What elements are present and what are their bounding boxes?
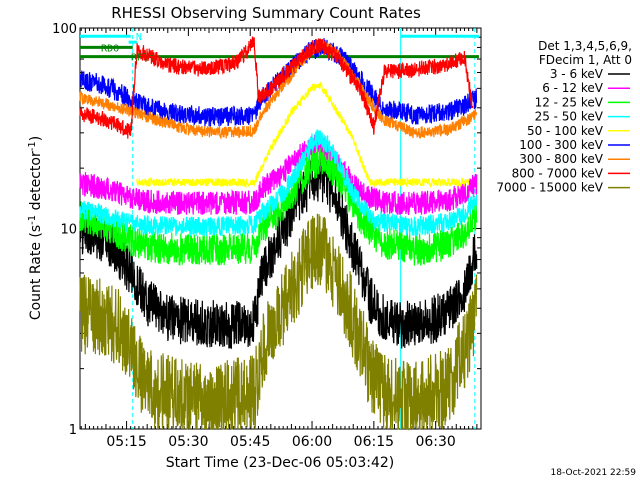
series-6-12-keV <box>79 134 478 216</box>
x-tick-label: 05:15 <box>106 434 146 450</box>
annotation-rflt: RFlt <box>131 53 155 64</box>
series-3-6-keV <box>79 156 478 349</box>
x-tick-label: 05:45 <box>230 434 270 450</box>
legend-label: 12 - 25 keV <box>535 95 604 109</box>
x-tick-label: 05:30 <box>168 434 208 450</box>
series-50-100-keV <box>136 81 470 189</box>
chart-title: RHESSI Observing Summary Count Rates <box>111 4 421 22</box>
y-axis-label-mid: detector <box>28 151 44 215</box>
y-axis-label-sup1: -1 <box>27 215 38 225</box>
y-axis-label-main: Count Rate (s <box>28 225 44 320</box>
legend-label: 300 - 800 keV <box>519 152 603 166</box>
annotations: RDO N RFlt <box>101 32 155 63</box>
y-tick-label: 1 <box>69 423 77 438</box>
y-axis-label-sup2: -1 <box>27 141 38 151</box>
x-tick-label: 06:00 <box>292 434 332 450</box>
legend-label: 100 - 300 keV <box>519 138 603 152</box>
legend-header-line2: FDecim 1, Att 0 <box>539 53 632 67</box>
x-axis-label: Start Time (23-Dec-06 05:03:42) <box>166 455 394 471</box>
y-axis-label: Count Rate (s-1 detector-1) <box>27 136 44 320</box>
legend-label: 7000 - 15000 keV <box>496 181 603 195</box>
y-axis-label-end: ) <box>28 136 44 141</box>
axes-ticks <box>80 28 482 430</box>
generated-timestamp: 18-Oct-2021 22:59 <box>551 468 637 478</box>
legend-label: 6 - 12 keV <box>542 81 604 95</box>
series-300-800-keV <box>79 39 478 140</box>
legend-label: 50 - 100 keV <box>527 124 604 138</box>
x-tick-labels: 05:15 05:30 05:45 06:00 06:15 06:30 <box>106 434 455 450</box>
series-7000-15000-keV <box>79 213 478 431</box>
x-tick-label: 06:30 <box>415 434 455 450</box>
series-12-25-keV <box>79 146 478 267</box>
legend-label: 3 - 6 keV <box>550 67 604 81</box>
series-25-50-keV <box>79 129 478 237</box>
series-lines <box>79 36 478 431</box>
series-800-7000-keV <box>79 36 474 139</box>
legend-label: 25 - 50 keV <box>535 110 604 124</box>
legend-header-line1: Det 1,3,4,5,6,9, <box>538 39 632 53</box>
y-tick-label: 10 <box>60 223 77 238</box>
annotation-n: N <box>136 32 142 43</box>
x-tick-label: 06:15 <box>354 434 394 450</box>
y-tick-label: 100 <box>52 22 77 37</box>
annotation-rdo: RDO <box>101 43 119 54</box>
legend-label: 800 - 7000 keV <box>512 166 604 180</box>
legend: Det 1,3,4,5,6,9, FDecim 1, Att 0 3 - 6 k… <box>496 39 632 195</box>
y-tick-labels: 1 10 100 <box>52 22 77 438</box>
